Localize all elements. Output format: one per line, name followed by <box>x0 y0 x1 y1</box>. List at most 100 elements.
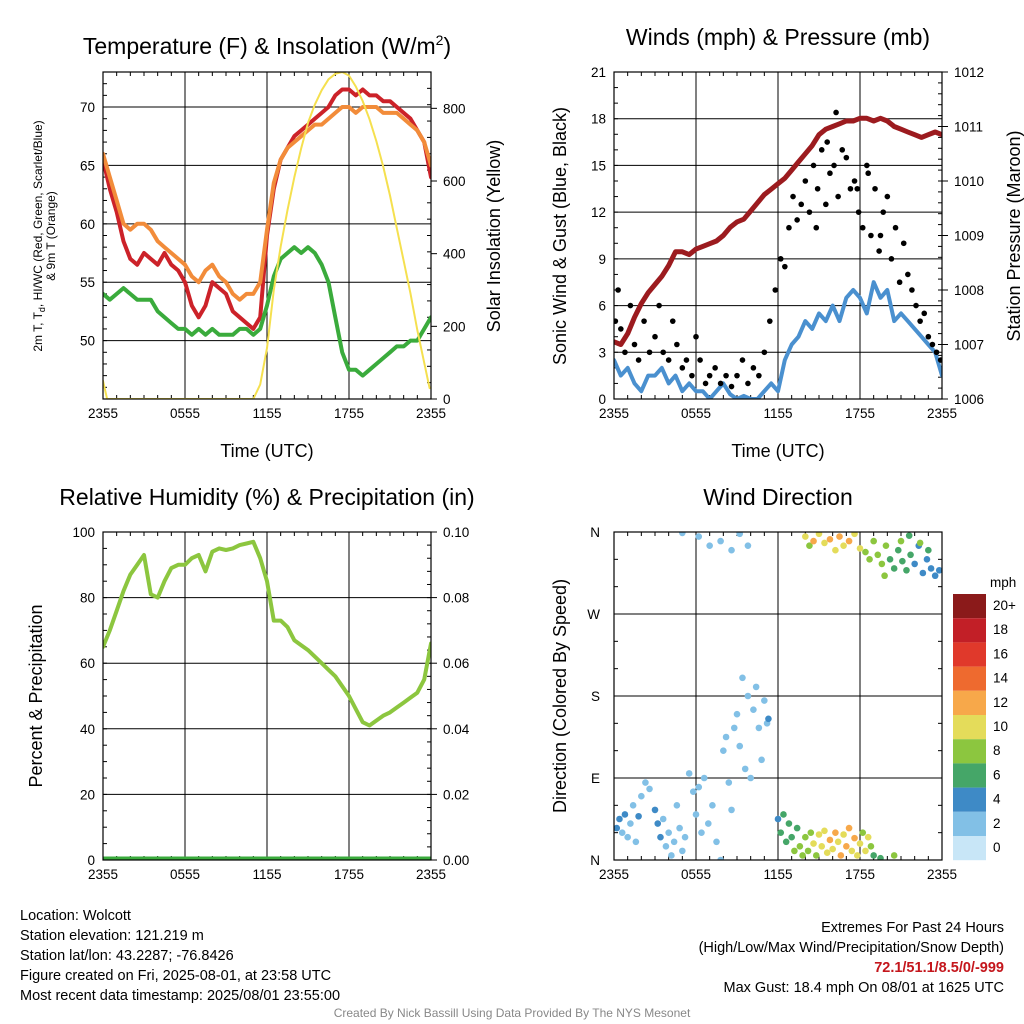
direction-point <box>722 733 730 741</box>
svg-text:2m T, Td, HI/WC (Red, Green, S: 2m T, Td, HI/WC (Red, Green, Scarlet/Blu… <box>31 120 47 351</box>
gust-point <box>824 139 830 145</box>
gust-point <box>843 154 850 161</box>
direction-title: Wind Direction <box>703 484 853 510</box>
y-tick-label: W <box>587 607 600 622</box>
gust-point <box>723 372 729 379</box>
direction-point <box>890 565 898 572</box>
gust-point <box>697 357 703 363</box>
y2-tick-label: 0.08 <box>443 591 469 606</box>
humidity-title: Relative Humidity (%) & Precipitation (i… <box>59 484 474 510</box>
direction-point <box>919 569 927 577</box>
gust-point <box>674 341 680 348</box>
direction-point <box>916 539 924 547</box>
direction-point <box>657 833 664 841</box>
legend-label: 12 <box>993 695 1008 710</box>
gust-point <box>835 193 841 200</box>
plot-frame <box>102 531 432 861</box>
gust-point <box>734 372 740 379</box>
gust-point <box>631 341 638 348</box>
gust-point <box>814 185 821 192</box>
gust-point <box>615 287 621 293</box>
temperature-title: Temperature (F) & Insolation (W/m2) <box>83 32 451 59</box>
direction-point <box>774 815 782 823</box>
plot-panel-2: 2355 0555 1155 1755 23550204060801000.000.02… <box>72 525 469 882</box>
x-tick-label: 0555 <box>681 867 711 882</box>
direction-point <box>700 774 708 782</box>
direction-point <box>851 532 858 538</box>
direction-point <box>821 539 828 547</box>
location-text: Location: Wolcott <box>20 908 131 924</box>
direction-point <box>635 812 642 820</box>
direction-point <box>927 565 935 572</box>
direction-point <box>882 542 890 549</box>
gust-point <box>652 333 658 340</box>
extremes-subtitle: (High/Low/Max Wind/Precipitation/Snow De… <box>698 940 1004 956</box>
gust-point <box>917 318 923 324</box>
direction-point <box>733 710 741 718</box>
temperature-panel: Temperature (F) & Insolation (W/m2) Time… <box>31 32 504 461</box>
y2-tick-label: 0.04 <box>443 722 470 737</box>
y2-tick-label: 1008 <box>954 283 984 298</box>
y-tick-label: 21 <box>591 65 606 80</box>
y-tick-label: N <box>590 525 600 540</box>
legend-swatch <box>953 618 986 643</box>
direction-point <box>867 843 875 850</box>
gust-point <box>761 349 768 356</box>
legend-swatch <box>953 787 986 812</box>
direction-point <box>747 774 754 782</box>
direction-point <box>845 824 853 832</box>
gust-point <box>810 162 817 169</box>
gust-point <box>818 147 825 153</box>
gust-point <box>717 380 724 387</box>
latlon-text: Station lat/lon: 43.2287; -76.8426 <box>20 948 234 964</box>
x-tick-label: 2355 <box>927 406 957 421</box>
y-tick-label: 0 <box>598 392 606 407</box>
gust-point <box>937 357 942 363</box>
plot-frame <box>613 71 943 400</box>
extremes-info: Extremes For Past 24 Hours (High/Low/Max… <box>699 918 1004 998</box>
extremes-title: Extremes For Past 24 Hours <box>821 920 1004 936</box>
y2-tick-label: 1009 <box>954 229 984 244</box>
direction-point <box>796 843 804 850</box>
y2-tick-label: 400 <box>443 247 466 262</box>
direction-point <box>851 834 858 842</box>
direction-point <box>802 833 809 841</box>
legend-label: 8 <box>993 743 1001 758</box>
gust-point <box>728 383 735 390</box>
gust-point <box>929 341 936 348</box>
direction-point <box>925 546 932 554</box>
direction-point <box>840 831 847 838</box>
direction-point <box>777 829 785 836</box>
y2-tick-label: 200 <box>443 319 466 334</box>
direction-point <box>836 533 843 540</box>
x-tick-label: 2355 <box>88 406 118 421</box>
gust-point <box>833 109 839 116</box>
direction-point <box>878 560 886 568</box>
legend-label: 6 <box>993 767 1001 782</box>
direction-point <box>736 532 744 538</box>
direction-point <box>709 802 716 809</box>
humidity-panel: Relative Humidity (%) & Precipitation (i… <box>26 484 475 788</box>
gust-point <box>614 318 619 324</box>
direction-point <box>890 852 898 859</box>
x-tick-label: 1755 <box>334 406 364 421</box>
direction-point <box>856 545 864 552</box>
direction-point <box>821 827 828 835</box>
legend-label: 2 <box>993 816 1001 831</box>
gust-point <box>823 201 829 208</box>
y2-tick-label: 600 <box>443 174 466 189</box>
x-tick-label: 2355 <box>416 867 446 882</box>
gust-point <box>854 185 861 192</box>
winds-ylabel-right: Station Pressure (Maroon) <box>1004 130 1024 341</box>
direction-point <box>802 533 809 540</box>
gust-point <box>864 162 870 169</box>
direction-point <box>834 838 842 846</box>
gust-point <box>827 170 833 177</box>
direction-point <box>818 843 826 850</box>
gust-point <box>877 232 884 239</box>
direction-point <box>886 556 894 563</box>
gust-point <box>909 287 915 293</box>
y2-tick-label: 0.02 <box>443 787 469 802</box>
legend-swatch <box>953 739 986 764</box>
